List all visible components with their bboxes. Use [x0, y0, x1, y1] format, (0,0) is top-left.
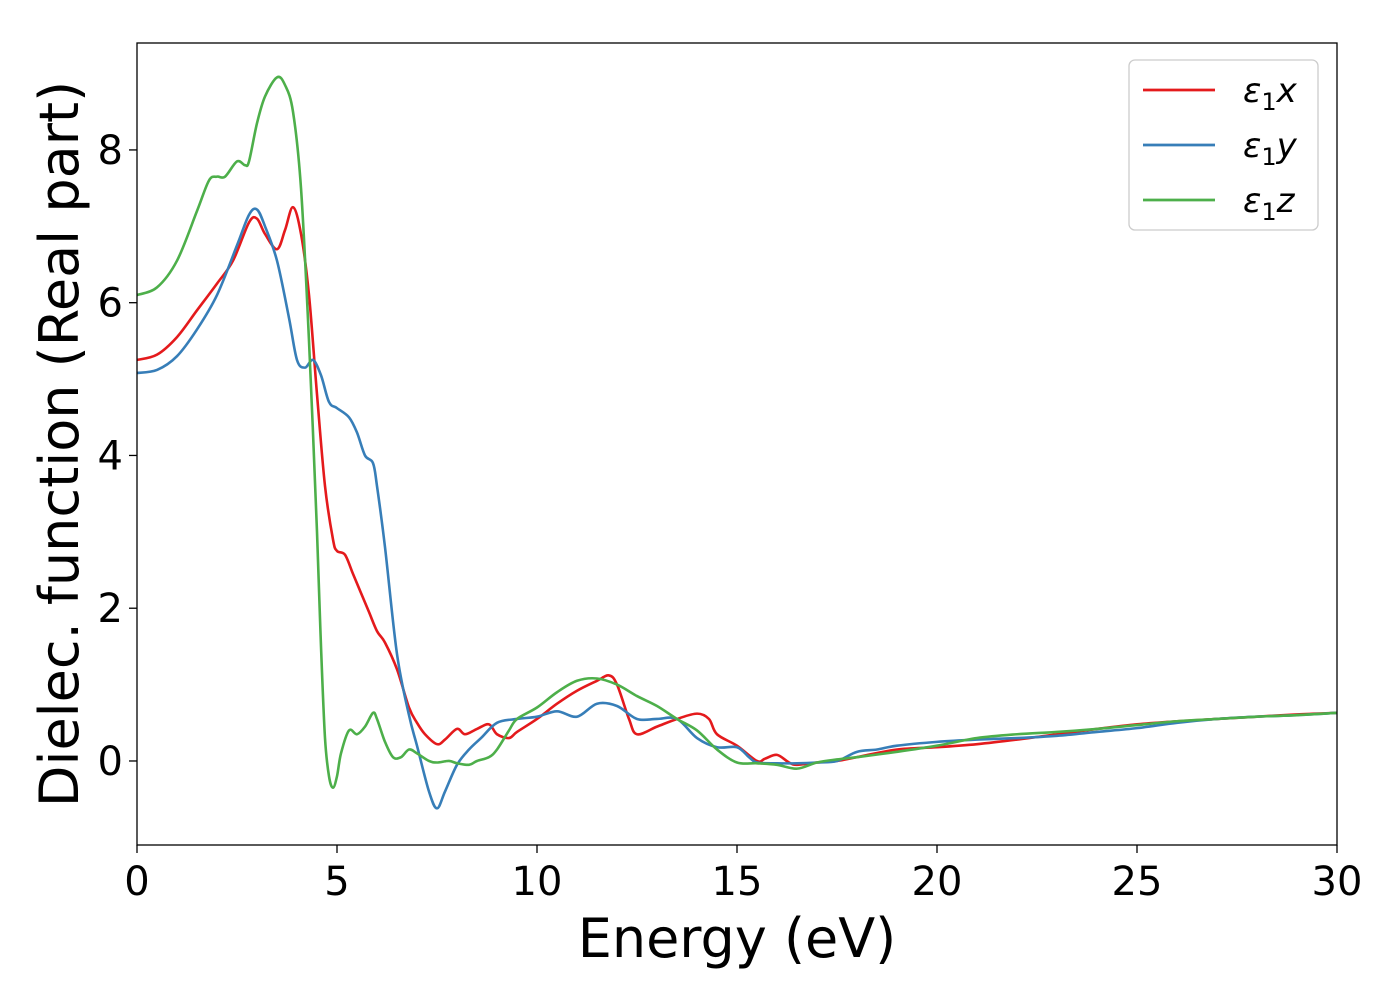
series-line-y	[137, 207, 1337, 810]
legend-box	[1128, 59, 1319, 231]
y-axis: 0 2 4 6 8	[98, 128, 137, 785]
y-tick-label: 8	[98, 128, 123, 174]
y-tick-label: 6	[98, 281, 123, 327]
x-tick-label: 10	[512, 859, 563, 905]
legend-label-y: ε1y	[1243, 126, 1298, 171]
x-tick-label: 0	[124, 859, 149, 905]
y-tick-label: 4	[98, 433, 123, 479]
x-axis: 0 5 10 15 20 25 30	[124, 845, 1362, 905]
x-tick-label: 20	[912, 859, 963, 905]
series-layer	[137, 75, 1337, 810]
y-axis-label: Dielec. function (Real part)	[28, 81, 91, 807]
x-tick-label: 5	[324, 859, 349, 905]
legend: ε1x ε1y ε1z	[1128, 59, 1319, 231]
y-tick-label: 0	[98, 739, 123, 785]
legend-label-z: ε1z	[1243, 181, 1296, 226]
x-axis-label: Energy (eV)	[578, 907, 897, 970]
series-line-z	[137, 75, 1337, 790]
x-tick-label: 30	[1312, 859, 1363, 905]
legend-label-x: ε1x	[1243, 71, 1298, 116]
x-tick-label: 15	[712, 859, 763, 905]
series-line-x	[137, 205, 1337, 767]
y-tick-label: 2	[98, 586, 123, 632]
x-tick-label: 25	[1112, 859, 1163, 905]
